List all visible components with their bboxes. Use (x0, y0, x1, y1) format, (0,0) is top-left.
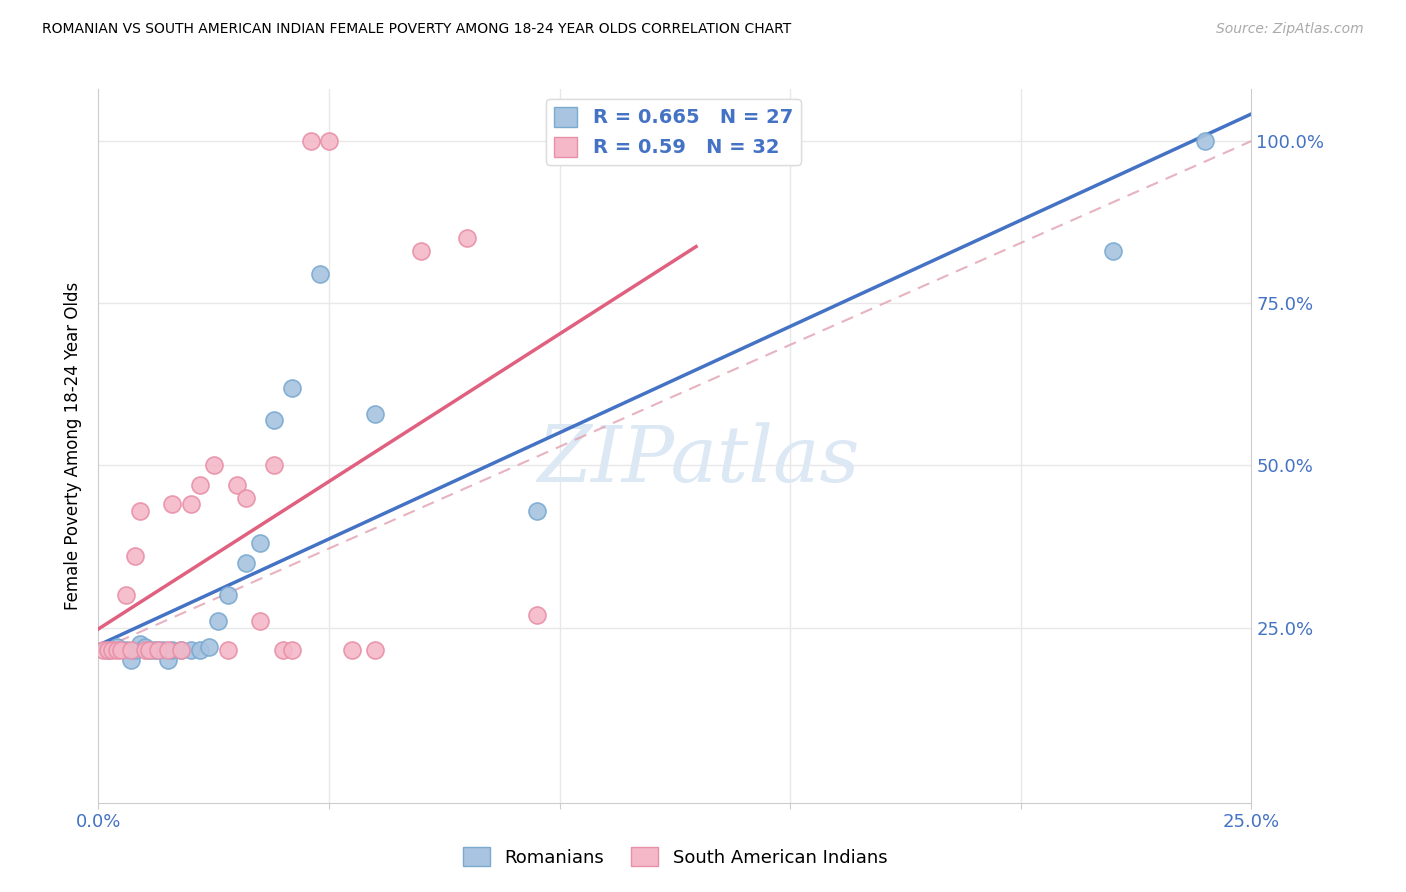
Point (526, 607, 548, 622)
Point (124, 643, 146, 657)
Point (105, 640, 128, 654)
Point (129, 637, 152, 651)
Point (249, 536, 271, 550)
Point (97, 643, 120, 657)
Legend: Romanians, South American Indians: Romanians, South American Indians (456, 840, 894, 874)
Point (156, 643, 179, 657)
Point (271, 643, 294, 657)
Point (299, 134, 322, 148)
Point (364, 407, 387, 421)
Point (235, 556, 257, 570)
Point (170, 643, 193, 657)
Point (318, 134, 340, 148)
Point (152, 643, 174, 657)
Point (364, 643, 387, 657)
Point (160, 643, 183, 657)
Point (281, 643, 304, 657)
Point (217, 588, 239, 602)
Point (198, 640, 221, 654)
Point (129, 504, 152, 518)
Point (456, 231, 478, 245)
Point (202, 458, 225, 473)
Point (235, 491, 257, 505)
Y-axis label: Female Poverty Among 18-24 Year Olds: Female Poverty Among 18-24 Year Olds (65, 282, 83, 610)
Point (225, 478, 247, 492)
Point (134, 643, 156, 657)
Text: ROMANIAN VS SOUTH AMERICAN INDIAN FEMALE POVERTY AMONG 18-24 YEAR OLDS CORRELATI: ROMANIAN VS SOUTH AMERICAN INDIAN FEMALE… (42, 22, 792, 37)
Text: ZIPatlas: ZIPatlas (537, 422, 859, 499)
Point (115, 643, 138, 657)
Point (148, 643, 170, 657)
Point (105, 643, 128, 657)
Point (120, 643, 142, 657)
Point (134, 640, 156, 654)
Point (160, 497, 183, 511)
Point (142, 643, 165, 657)
Legend: R = 0.665   N = 27, R = 0.59   N = 32: R = 0.665 N = 27, R = 0.59 N = 32 (547, 99, 801, 165)
Point (91, 643, 114, 657)
Point (180, 497, 202, 511)
Point (120, 653, 142, 667)
Point (263, 458, 285, 473)
Point (249, 614, 271, 628)
Point (156, 653, 179, 667)
Point (115, 588, 138, 602)
Point (526, 504, 548, 518)
Point (411, 244, 433, 259)
Point (188, 478, 211, 492)
Point (124, 549, 146, 564)
Point (97, 643, 120, 657)
Point (207, 614, 229, 628)
Point (101, 643, 124, 657)
Point (138, 643, 160, 657)
Point (340, 643, 363, 657)
Point (308, 267, 330, 281)
Point (148, 643, 170, 657)
Point (263, 413, 285, 427)
Point (170, 643, 193, 657)
Point (180, 643, 202, 657)
Text: Source: ZipAtlas.com: Source: ZipAtlas.com (1216, 22, 1364, 37)
Point (110, 643, 132, 657)
Point (1102, 244, 1125, 259)
Point (281, 381, 304, 395)
Point (138, 643, 160, 657)
Point (217, 643, 239, 657)
Point (1194, 134, 1216, 148)
Point (188, 643, 211, 657)
